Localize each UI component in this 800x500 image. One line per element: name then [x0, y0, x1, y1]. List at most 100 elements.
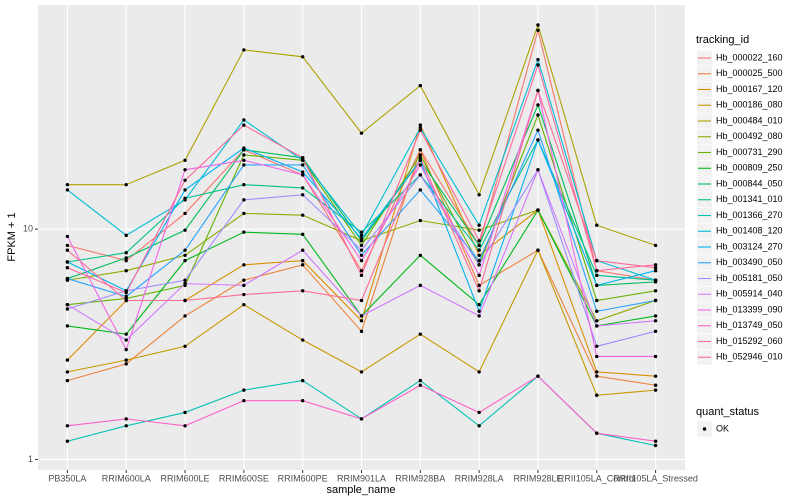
point [65, 424, 70, 428]
point [183, 228, 187, 232]
point [242, 198, 246, 202]
point [653, 263, 658, 267]
point [124, 362, 128, 366]
point [124, 294, 128, 299]
legend-label: Hb_003490_050 [716, 257, 783, 267]
point [536, 128, 540, 132]
point [300, 193, 305, 197]
point [242, 278, 246, 282]
point [124, 347, 128, 352]
point [359, 370, 364, 374]
point [124, 182, 128, 187]
point [595, 268, 599, 273]
point [595, 354, 599, 359]
point [359, 258, 364, 263]
x-tick-label: RRII105LA_Stressed [613, 473, 698, 483]
point [653, 443, 658, 448]
point [359, 273, 364, 278]
y-tick-label: 1 [28, 454, 33, 464]
point [595, 344, 599, 348]
point [65, 378, 70, 383]
point [418, 83, 423, 88]
point [65, 370, 70, 374]
x-tick-label: PB350LA [48, 473, 86, 483]
point [124, 417, 128, 421]
point [124, 290, 128, 295]
point [477, 239, 481, 243]
point [359, 131, 364, 135]
point [653, 439, 658, 443]
point [183, 410, 187, 415]
point [183, 253, 187, 257]
point [536, 23, 540, 27]
point [183, 281, 187, 286]
point [418, 332, 423, 336]
point [359, 243, 364, 248]
point [595, 374, 599, 378]
point [536, 374, 540, 378]
point [242, 292, 246, 297]
x-tick-label: RRII105LA_Control [558, 473, 636, 483]
point [124, 268, 128, 273]
point [65, 276, 70, 281]
point [477, 370, 481, 374]
legend-label: Hb_000025_500 [716, 68, 783, 78]
point [653, 329, 658, 334]
point [124, 256, 128, 260]
point [65, 188, 70, 192]
x-tick-label: RRIM928BA [395, 473, 445, 483]
legend-label: Hb_000492_080 [716, 131, 783, 141]
point [653, 314, 658, 318]
point [242, 398, 246, 403]
point [242, 158, 246, 163]
legend-label: Hb_015292_060 [716, 336, 783, 346]
point [477, 223, 481, 227]
point [242, 211, 246, 216]
point [124, 258, 128, 263]
legend-shape [702, 427, 707, 431]
point [242, 230, 246, 234]
point [653, 383, 658, 387]
point [536, 208, 540, 212]
y-tick-label: 10 [23, 224, 33, 234]
point [359, 253, 364, 257]
shape-legend-title: quant_status [696, 406, 759, 418]
point [477, 258, 481, 263]
point [300, 186, 305, 190]
x-axis-title: sample_name [326, 484, 395, 496]
point [477, 263, 481, 267]
point [242, 388, 246, 392]
point [124, 251, 128, 255]
point [536, 168, 540, 172]
point [300, 173, 305, 177]
point [477, 302, 481, 307]
point [65, 260, 70, 264]
point [242, 118, 246, 122]
point [124, 338, 128, 342]
x-tick-label: RRIM901LA [337, 473, 386, 483]
point [124, 233, 128, 238]
point [300, 232, 305, 236]
point [418, 283, 423, 288]
point [595, 370, 599, 374]
point [653, 278, 658, 282]
point [183, 424, 187, 428]
point [595, 258, 599, 263]
axes: 1 10 PB350LA RRIM600LA RRIM600LE RRIM600SE RRI… [23, 224, 698, 484]
point [477, 273, 481, 278]
legend-label: Hb_001408_120 [716, 226, 783, 236]
point [536, 138, 540, 142]
point [359, 314, 364, 318]
point [418, 218, 423, 223]
point [653, 243, 658, 248]
point [65, 324, 70, 328]
legend-label: Hb_005914_040 [716, 289, 783, 299]
point [595, 309, 599, 313]
legend-label: Hb_052946_010 [716, 352, 783, 362]
legend-label: Hb_000022_160 [716, 52, 783, 62]
point [418, 153, 423, 157]
legend-title: tracking_id [696, 34, 749, 46]
point [418, 156, 423, 160]
point [300, 170, 305, 174]
